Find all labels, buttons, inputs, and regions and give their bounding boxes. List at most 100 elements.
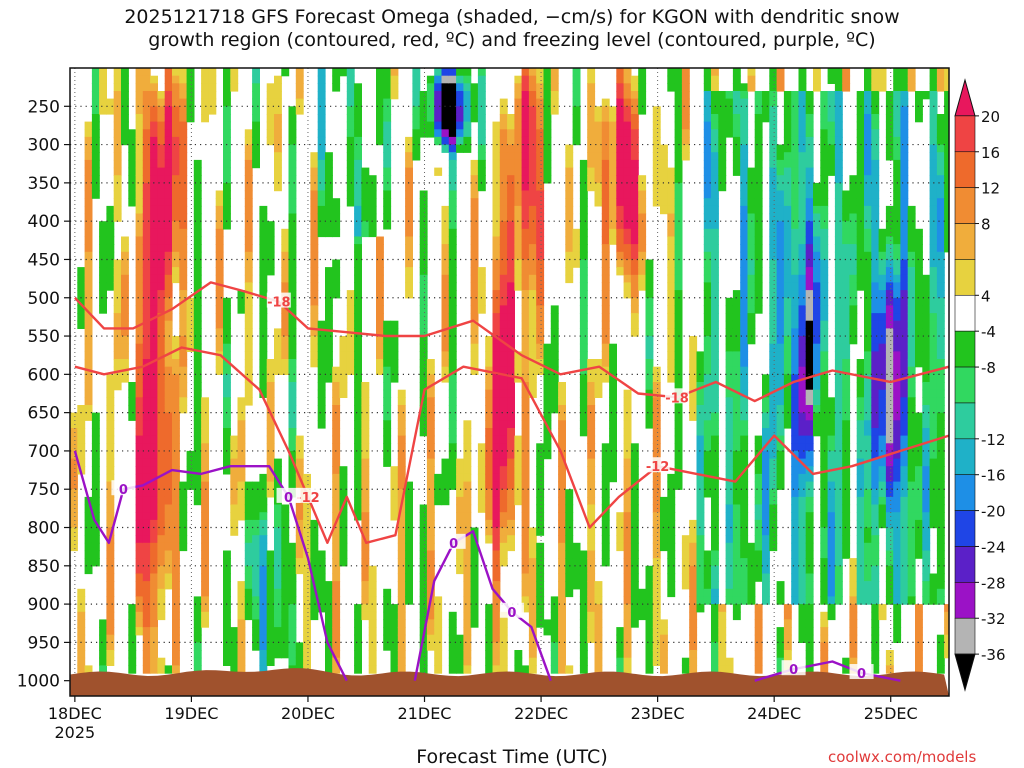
omega-cell bbox=[274, 91, 282, 100]
omega-cell bbox=[856, 527, 865, 536]
omega-cell bbox=[397, 458, 406, 467]
omega-cell bbox=[266, 481, 275, 490]
omega-cell bbox=[376, 106, 384, 115]
omega-cell bbox=[601, 336, 610, 345]
omega-cell bbox=[834, 75, 843, 84]
omega-cell bbox=[99, 642, 107, 651]
omega-cell bbox=[499, 351, 508, 360]
omega-cell bbox=[820, 650, 829, 659]
omega-cell bbox=[259, 573, 268, 582]
omega-cell bbox=[711, 405, 719, 414]
omega-cell bbox=[536, 588, 545, 598]
omega-cell bbox=[791, 182, 800, 192]
omega-cell bbox=[376, 359, 384, 368]
omega-cell bbox=[266, 450, 275, 460]
omega-cell bbox=[543, 144, 552, 153]
omega-cell bbox=[579, 274, 588, 284]
omega-cell bbox=[820, 588, 829, 598]
omega-cell bbox=[769, 328, 778, 337]
omega-cell bbox=[507, 259, 515, 268]
omega-cell bbox=[864, 328, 872, 337]
omega-cell bbox=[689, 665, 698, 674]
omega-cell bbox=[725, 596, 734, 605]
omega-cell bbox=[594, 198, 603, 207]
omega-cell bbox=[579, 236, 588, 245]
omega-cell bbox=[550, 596, 559, 605]
omega-cell bbox=[587, 550, 596, 559]
omega-cell bbox=[601, 129, 610, 138]
omega-cell bbox=[528, 182, 537, 192]
omega-cell bbox=[616, 259, 625, 268]
omega-cell bbox=[470, 328, 479, 337]
omega-cell bbox=[456, 558, 464, 567]
omega-cell bbox=[834, 412, 843, 421]
omega-cell bbox=[121, 75, 129, 84]
omega-cell bbox=[361, 167, 370, 176]
omega-cell bbox=[499, 504, 508, 513]
omega-cell bbox=[579, 336, 588, 345]
omega-cell bbox=[150, 236, 158, 245]
omega-cell bbox=[660, 512, 668, 521]
omega-cell bbox=[667, 313, 676, 322]
omega-cell bbox=[172, 182, 180, 192]
omega-cell bbox=[157, 167, 166, 176]
omega-cell bbox=[849, 236, 858, 245]
omega-cell bbox=[834, 159, 843, 169]
omega-cell bbox=[798, 282, 807, 291]
omega-cell bbox=[84, 328, 93, 337]
omega-cell bbox=[667, 343, 676, 352]
omega-cell bbox=[223, 159, 231, 169]
omega-cell bbox=[550, 320, 559, 329]
omega-cell bbox=[587, 114, 596, 123]
omega-cell bbox=[354, 435, 362, 444]
omega-cell bbox=[492, 244, 501, 253]
omega-cell bbox=[201, 405, 209, 414]
omega-cell bbox=[696, 550, 705, 559]
omega-cell bbox=[288, 182, 297, 192]
omega-cell bbox=[164, 114, 173, 123]
omega-cell bbox=[106, 496, 115, 506]
omega-cell bbox=[609, 175, 617, 184]
omega-cell bbox=[426, 106, 435, 115]
omega-cell bbox=[223, 550, 231, 559]
omega-cell bbox=[288, 550, 297, 559]
omega-cell bbox=[550, 397, 559, 406]
omega-cell bbox=[303, 527, 311, 536]
omega-cell bbox=[645, 359, 654, 368]
omega-cell bbox=[514, 458, 523, 467]
omega-cell bbox=[164, 389, 173, 398]
omega-cell bbox=[354, 198, 362, 207]
omega-cell bbox=[106, 657, 115, 666]
omega-cell bbox=[274, 481, 282, 490]
omega-cell bbox=[711, 167, 719, 176]
omega-cell bbox=[201, 573, 209, 582]
omega-cell bbox=[572, 98, 581, 107]
omega-cell bbox=[667, 527, 676, 536]
omega-cell bbox=[543, 619, 552, 628]
omega-cell bbox=[201, 428, 209, 437]
omega-cell bbox=[142, 159, 151, 169]
omega-cell bbox=[834, 297, 843, 307]
omega-cell bbox=[798, 581, 807, 590]
omega-cell bbox=[711, 519, 719, 529]
omega-cell bbox=[492, 435, 501, 444]
omega-cell bbox=[565, 496, 574, 506]
omega-cell bbox=[121, 336, 129, 345]
omega-cell bbox=[849, 221, 858, 230]
omega-cell bbox=[128, 405, 137, 414]
omega-cell bbox=[703, 221, 712, 230]
omega-cell bbox=[798, 236, 807, 245]
omega-cell bbox=[783, 336, 792, 345]
omega-cell bbox=[623, 152, 632, 161]
omega-cell bbox=[776, 351, 785, 360]
omega-cell bbox=[514, 244, 523, 253]
omega-cell bbox=[135, 420, 144, 429]
omega-cell bbox=[499, 450, 508, 460]
omega-cell bbox=[820, 190, 829, 199]
omega-cell bbox=[281, 634, 290, 643]
omega-cell bbox=[827, 458, 836, 467]
omega-cell bbox=[361, 519, 370, 529]
omega-cell bbox=[215, 213, 224, 222]
omega-cell bbox=[769, 450, 778, 460]
omega-cell bbox=[135, 159, 144, 169]
